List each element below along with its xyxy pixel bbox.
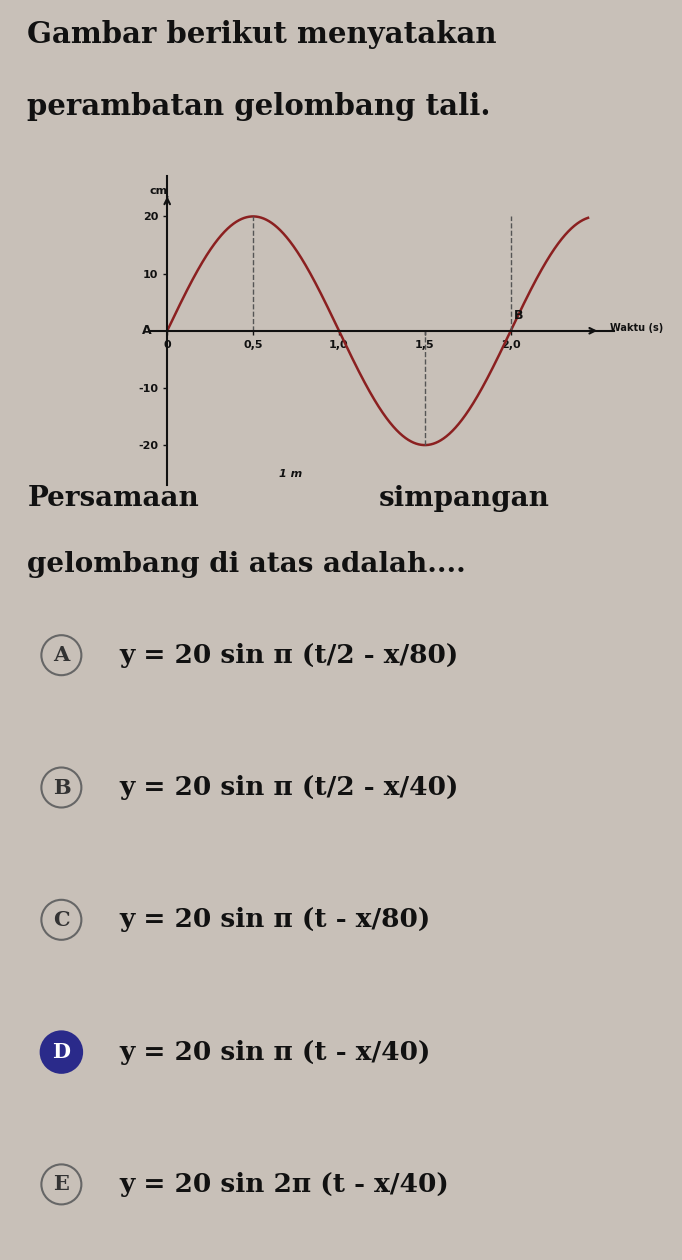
Text: B: B	[514, 309, 524, 323]
Text: Persamaan: Persamaan	[27, 485, 199, 512]
Text: A: A	[53, 645, 70, 665]
Text: Waktu (s): Waktu (s)	[610, 323, 664, 333]
Ellipse shape	[42, 1032, 81, 1072]
Text: E: E	[53, 1174, 70, 1194]
Text: C: C	[53, 910, 70, 930]
Text: y = 20 sin π (t/2 - x/80): y = 20 sin π (t/2 - x/80)	[119, 643, 458, 668]
Text: y = 20 sin π (t - x/40): y = 20 sin π (t - x/40)	[119, 1040, 431, 1065]
Text: A: A	[142, 324, 152, 338]
Text: y = 20 sin π (t - x/80): y = 20 sin π (t - x/80)	[119, 907, 430, 932]
Text: 1 m: 1 m	[279, 469, 303, 479]
Text: D: D	[53, 1042, 70, 1062]
Ellipse shape	[42, 635, 81, 675]
Ellipse shape	[42, 1164, 81, 1205]
Text: simpangan: simpangan	[379, 485, 550, 512]
Text: gelombang di atas adalah....: gelombang di atas adalah....	[27, 551, 466, 578]
Text: Gambar berikut menyatakan: Gambar berikut menyatakan	[27, 20, 496, 49]
Text: y = 20 sin π (t/2 - x/40): y = 20 sin π (t/2 - x/40)	[119, 775, 459, 800]
Text: y = 20 sin 2π (t - x/40): y = 20 sin 2π (t - x/40)	[119, 1172, 449, 1197]
Ellipse shape	[42, 900, 81, 940]
Text: cm: cm	[149, 186, 168, 197]
Text: perambatan gelombang tali.: perambatan gelombang tali.	[27, 92, 491, 121]
Text: B: B	[53, 777, 70, 798]
Ellipse shape	[42, 767, 81, 808]
